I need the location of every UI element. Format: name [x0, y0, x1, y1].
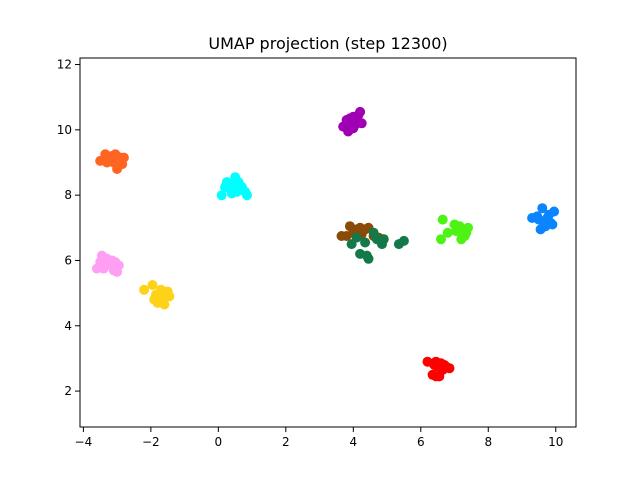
- data-point-4-0: [139, 284, 150, 295]
- x-tick-label-5: 6: [417, 435, 425, 449]
- x-tick-label-2: 0: [215, 435, 223, 449]
- axes-layer: −4 −2 0 2 4 6 8 10 2 4 6 8 10 12: [57, 58, 564, 449]
- data-point-8-9: [549, 206, 560, 217]
- data-point-1-0: [216, 190, 227, 201]
- series-9: [422, 356, 455, 382]
- y-tick-label-0: 2: [64, 384, 72, 398]
- data-point-0-11: [112, 164, 123, 174]
- data-point-6-9: [361, 250, 372, 261]
- data-point-2-11: [348, 123, 359, 134]
- series-1: [216, 172, 252, 201]
- series-0: [95, 149, 129, 174]
- data-point-4-6: [159, 299, 170, 310]
- data-point-8-11: [533, 214, 544, 225]
- data-point-2-8: [355, 106, 366, 117]
- x-tick-label-1: −2: [142, 435, 160, 449]
- data-point-7-10: [461, 227, 472, 238]
- data-point-4-1: [147, 280, 158, 290]
- series-8: [527, 203, 560, 235]
- series-7: [436, 214, 473, 245]
- x-tick-label-3: 2: [282, 435, 290, 449]
- y-tick-label-5: 12: [57, 58, 72, 72]
- data-point-1-10: [242, 190, 252, 201]
- series-2: [338, 106, 367, 137]
- data-point-7-2: [442, 227, 453, 238]
- data-point-2-9: [356, 118, 367, 129]
- data-point-7-0: [436, 234, 446, 245]
- data-point-4-9: [164, 291, 175, 302]
- data-point-4-11: [149, 294, 160, 305]
- data-point-0-8: [102, 157, 112, 168]
- data-point-4-10: [156, 284, 166, 295]
- data-point-7-11: [451, 226, 462, 237]
- chart-title: UMAP projection (step 12300): [208, 34, 447, 53]
- plot-frame: [79, 57, 577, 428]
- data-point-8-3: [537, 203, 548, 214]
- data-point-7-1: [437, 214, 448, 225]
- series-4: [139, 280, 175, 310]
- data-point-6-10: [371, 234, 382, 245]
- data-point-2-10: [344, 113, 355, 124]
- y-tick-label-3: 8: [64, 188, 72, 202]
- data-point-3-11: [98, 263, 109, 274]
- y-tick-label-2: 6: [64, 253, 72, 267]
- y-tick-label-4: 10: [57, 123, 72, 137]
- data-point-6-8: [398, 235, 409, 246]
- data-point-6-2: [360, 237, 371, 248]
- data-point-8-10: [540, 221, 551, 232]
- x-tick-label-6: 8: [484, 435, 492, 449]
- data-point-3-10: [112, 266, 123, 277]
- data-point-6-11: [351, 232, 362, 243]
- series-3: [91, 250, 124, 277]
- x-tick-label-0: −4: [75, 435, 93, 449]
- data-point-1-11: [226, 188, 237, 199]
- y-tick-label-1: 4: [64, 319, 72, 333]
- data-point-9-11: [431, 371, 441, 382]
- x-tick-label-4: 4: [349, 435, 357, 449]
- x-tick-label-7: 10: [548, 435, 563, 449]
- series-6: [346, 227, 409, 264]
- points-layer: [91, 106, 560, 382]
- data-point-9-10: [444, 363, 455, 374]
